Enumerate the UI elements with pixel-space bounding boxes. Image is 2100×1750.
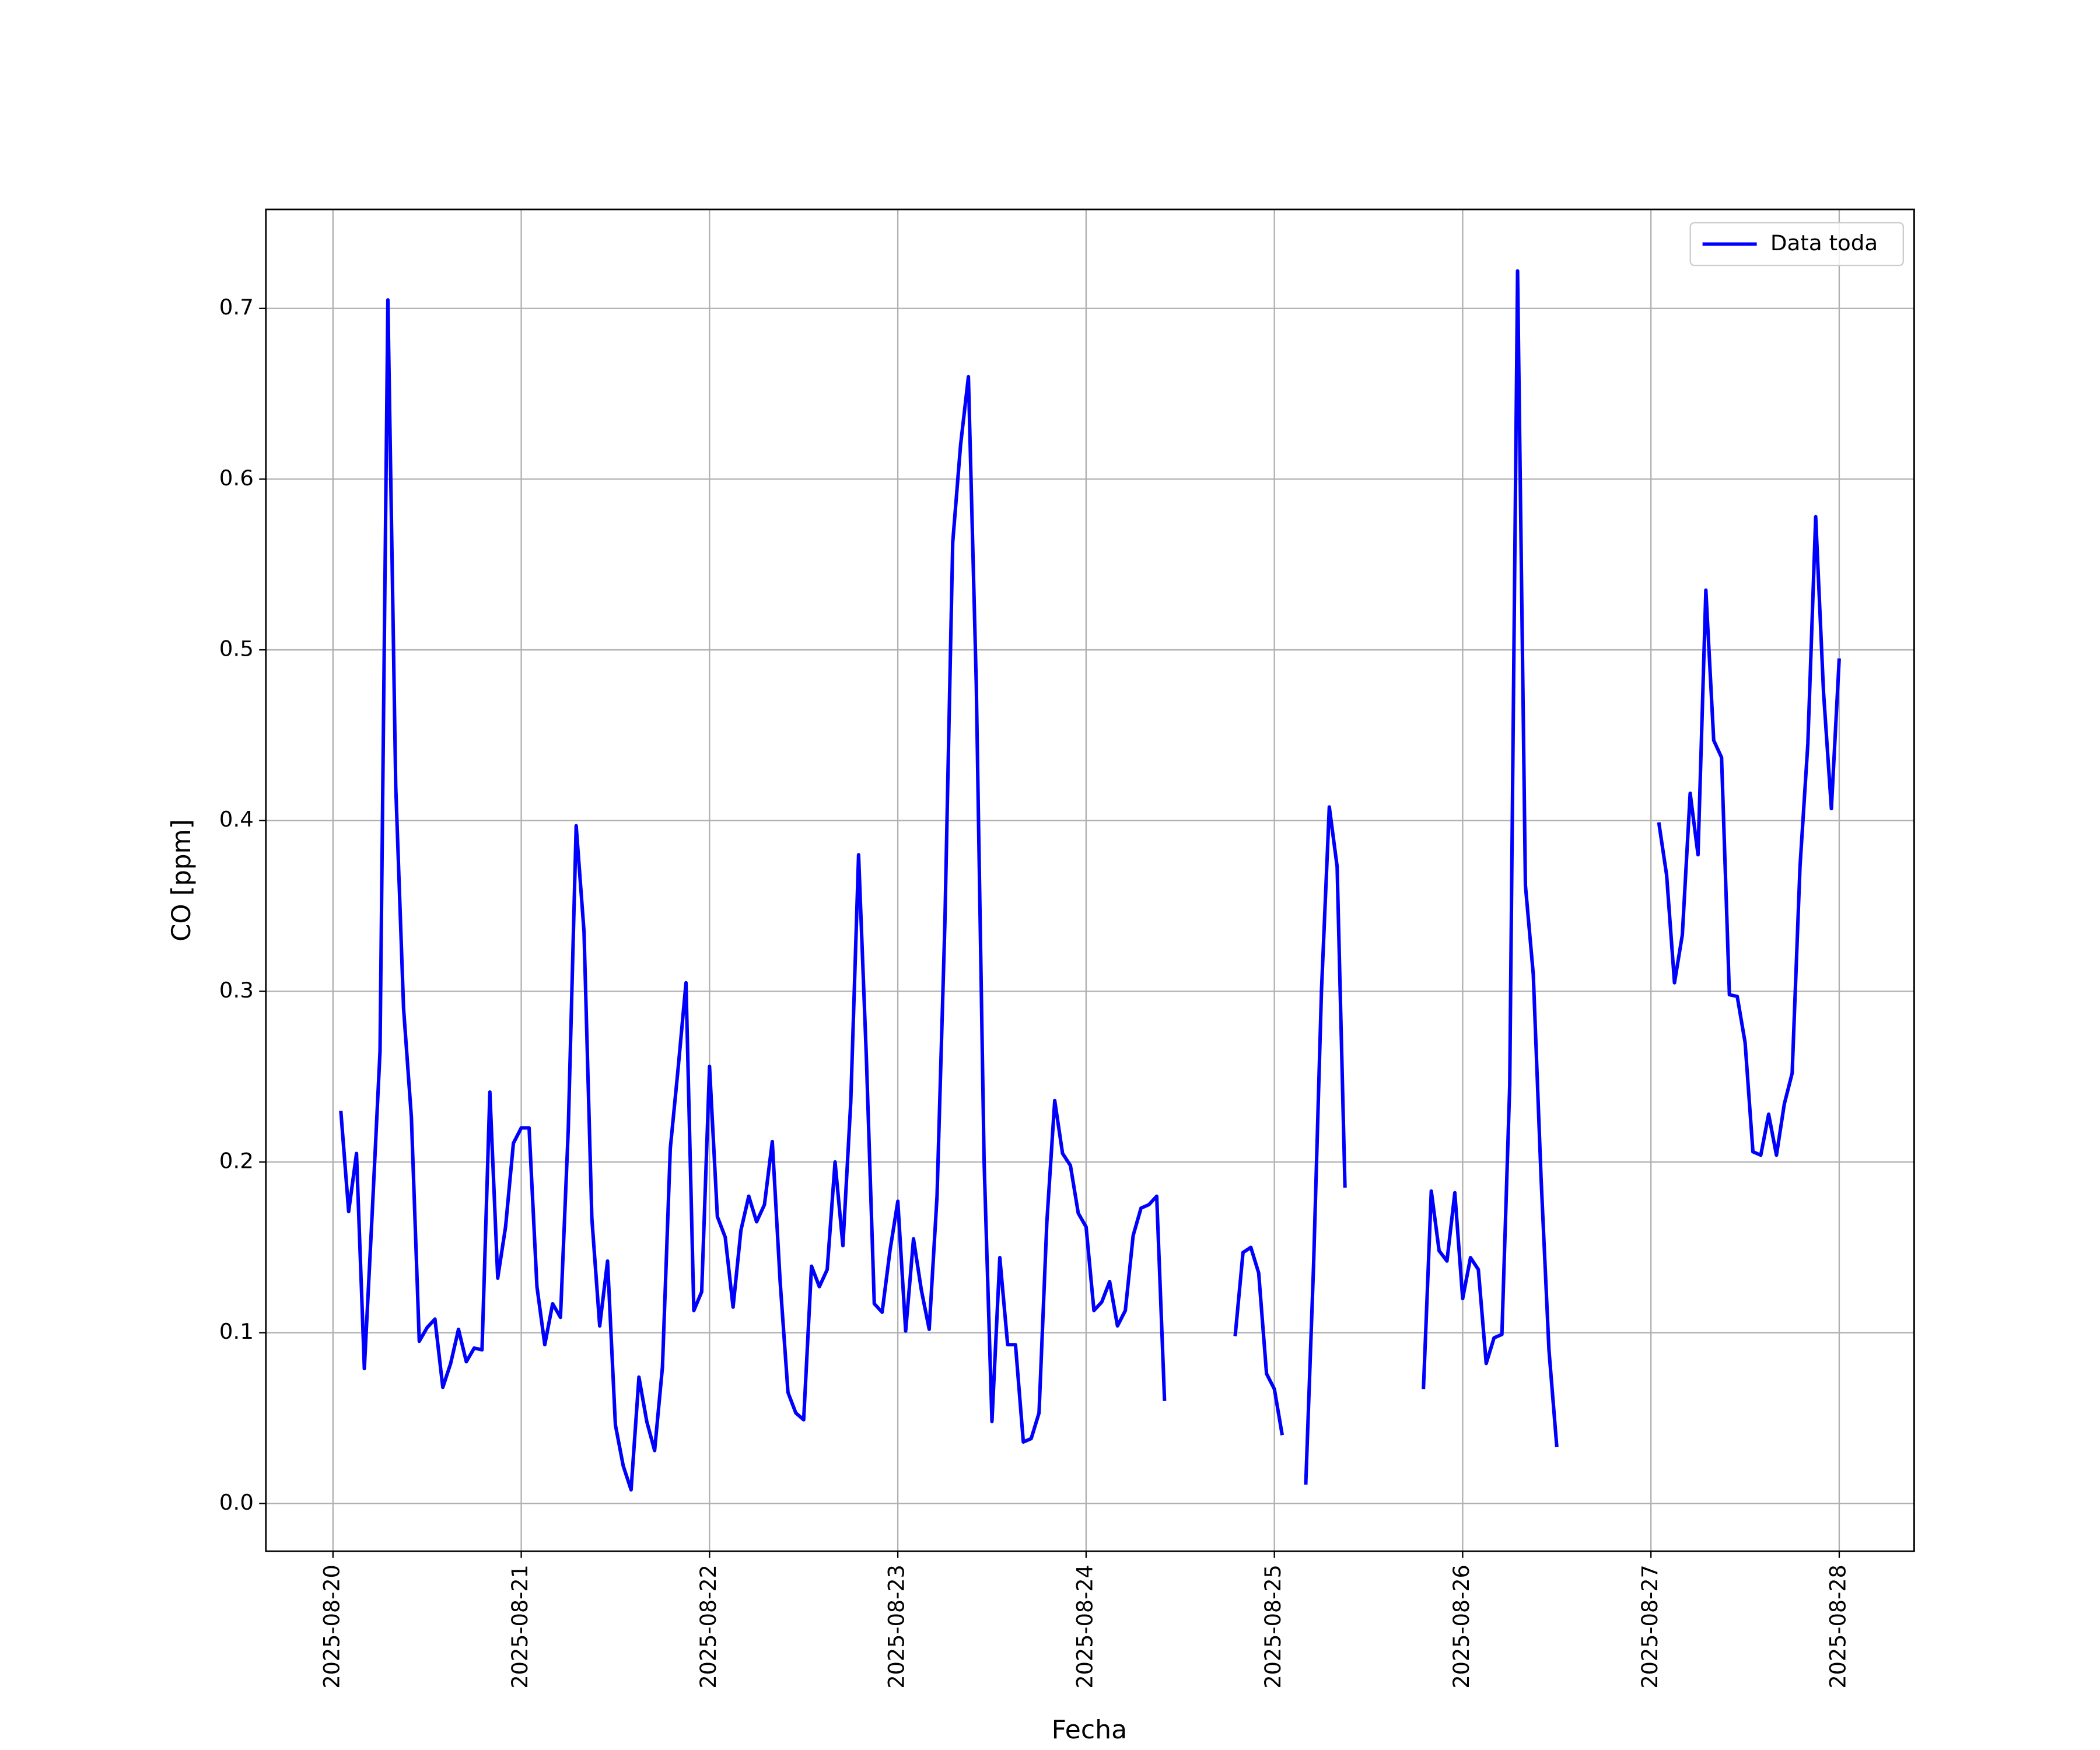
x-tick-label: 2025-08-20 [319, 1564, 344, 1688]
legend-label: Data toda [1770, 230, 1878, 256]
x-tick-label: 2025-08-26 [1449, 1564, 1474, 1688]
legend-box [1689, 222, 1904, 267]
y-tick-label: 0.6 [219, 466, 254, 491]
y-tick-label: 0.4 [219, 807, 254, 832]
y-tick-label: 0.0 [219, 1490, 254, 1515]
x-tick-label: 2025-08-27 [1637, 1564, 1662, 1688]
x-tick-label: 2025-08-21 [508, 1564, 533, 1688]
y-tick-label: 0.7 [219, 295, 254, 320]
x-tick-label: 2025-08-24 [1072, 1564, 1097, 1688]
y-axis-label: CO [ppm] [167, 819, 197, 942]
y-tick-label: 0.3 [219, 978, 254, 1003]
x-tick-label: 2025-08-28 [1825, 1564, 1850, 1688]
y-tick-label: 0.1 [219, 1319, 254, 1344]
data-line [339, 269, 1841, 1492]
y-tick-label: 0.2 [219, 1149, 254, 1174]
x-tick-label: 2025-08-23 [884, 1564, 909, 1688]
plot-frame [265, 208, 1915, 1552]
x-tick-label: 2025-08-22 [696, 1564, 721, 1688]
x-tick-label: 2025-08-25 [1261, 1564, 1286, 1688]
y-tick-label: 0.5 [219, 636, 254, 662]
x-axis-label: Fecha [1052, 1715, 1128, 1745]
